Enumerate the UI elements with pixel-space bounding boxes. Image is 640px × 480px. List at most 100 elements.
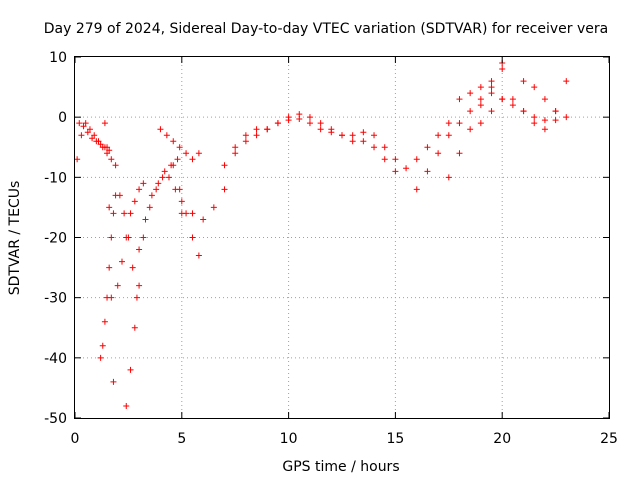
series-arc-8 [136, 156, 181, 253]
y-axis-title: SDTVAR / TECUs [7, 181, 23, 296]
series-arc-19 [520, 78, 559, 115]
data-point [285, 114, 292, 121]
data-point [232, 150, 239, 157]
series-arc-11 [170, 162, 202, 259]
data-point [123, 402, 130, 409]
data-point [127, 366, 134, 373]
data-point [136, 282, 143, 289]
data-point [101, 120, 108, 127]
data-point [424, 144, 431, 151]
data-point [165, 174, 172, 181]
data-point [104, 150, 111, 157]
y-tick-label: 0 [58, 110, 67, 126]
data-point [91, 132, 98, 139]
series-arc-6 [123, 282, 143, 409]
data-point [176, 144, 183, 151]
data-point [80, 123, 87, 130]
data-point [413, 156, 420, 163]
data-point [176, 186, 183, 193]
data-point [136, 186, 143, 193]
data-point [253, 132, 260, 139]
x-tick-label: 0 [71, 431, 80, 447]
data-point [99, 342, 106, 349]
data-point [445, 174, 452, 181]
x-tick-label: 20 [493, 431, 511, 447]
data-point [129, 264, 136, 271]
data-point [541, 126, 548, 133]
data-point [413, 186, 420, 193]
x-tick-label: 25 [600, 431, 618, 447]
data-point [78, 132, 85, 139]
data-point [296, 111, 303, 118]
data-point [97, 354, 104, 361]
data-point [125, 234, 132, 241]
data-point [488, 108, 495, 115]
data-point [552, 108, 559, 115]
data-point [155, 180, 162, 187]
data-point [499, 96, 506, 103]
data-point [183, 150, 190, 157]
data-point [76, 120, 83, 127]
data-point [221, 162, 228, 169]
data-point [159, 174, 166, 181]
series-arc-3 [97, 192, 119, 361]
data-point [189, 210, 196, 217]
data-point [142, 216, 149, 223]
data-point [488, 78, 495, 85]
data-point [520, 78, 527, 85]
data-point [531, 84, 538, 91]
data-point [477, 84, 484, 91]
data-point [477, 96, 484, 103]
y-tick-label: -50 [44, 411, 67, 427]
data-point [104, 144, 111, 151]
series-arc-15 [413, 60, 506, 193]
data-point [488, 84, 495, 91]
data-point [157, 126, 164, 133]
data-point [371, 144, 378, 151]
data-point [106, 147, 113, 154]
data-point [306, 120, 313, 127]
data-point [349, 132, 356, 139]
data-point [195, 150, 202, 157]
y-tick-label: -20 [44, 231, 67, 247]
data-point [112, 162, 119, 169]
data-point [339, 132, 345, 139]
data-point [108, 294, 115, 301]
data-point [232, 144, 239, 151]
data-point [195, 252, 202, 259]
data-point [306, 114, 313, 121]
data-point [477, 102, 484, 109]
data-point [467, 126, 474, 133]
data-point [467, 90, 474, 97]
series-arc-10 [157, 126, 202, 163]
data-point [108, 156, 115, 163]
data-point [435, 132, 442, 139]
data-point [531, 120, 538, 127]
data-point [183, 210, 190, 217]
y-tick-label: -30 [44, 291, 67, 307]
data-point [541, 96, 548, 103]
data-point [121, 210, 128, 217]
data-point [509, 96, 516, 103]
x-tick-label: 15 [386, 431, 404, 447]
data-point [114, 282, 121, 289]
data-point [131, 324, 138, 331]
data-point [424, 168, 431, 175]
data-point [189, 156, 196, 163]
data-point [509, 102, 516, 109]
data-point [178, 198, 185, 205]
data-point [445, 132, 452, 139]
y-tick-label: -10 [44, 170, 67, 186]
data-point [153, 186, 160, 193]
data-point [477, 120, 484, 127]
data-point [360, 129, 367, 136]
data-point [242, 132, 249, 139]
data-point [101, 318, 108, 325]
data-point [110, 378, 117, 385]
chart-title: Day 279 of 2024, Sidereal Day-to-day VTE… [44, 21, 608, 37]
series-arc-17 [456, 84, 570, 124]
data-point [116, 192, 123, 199]
data-point [349, 138, 356, 145]
data-point [328, 126, 335, 133]
data-point [360, 138, 367, 145]
